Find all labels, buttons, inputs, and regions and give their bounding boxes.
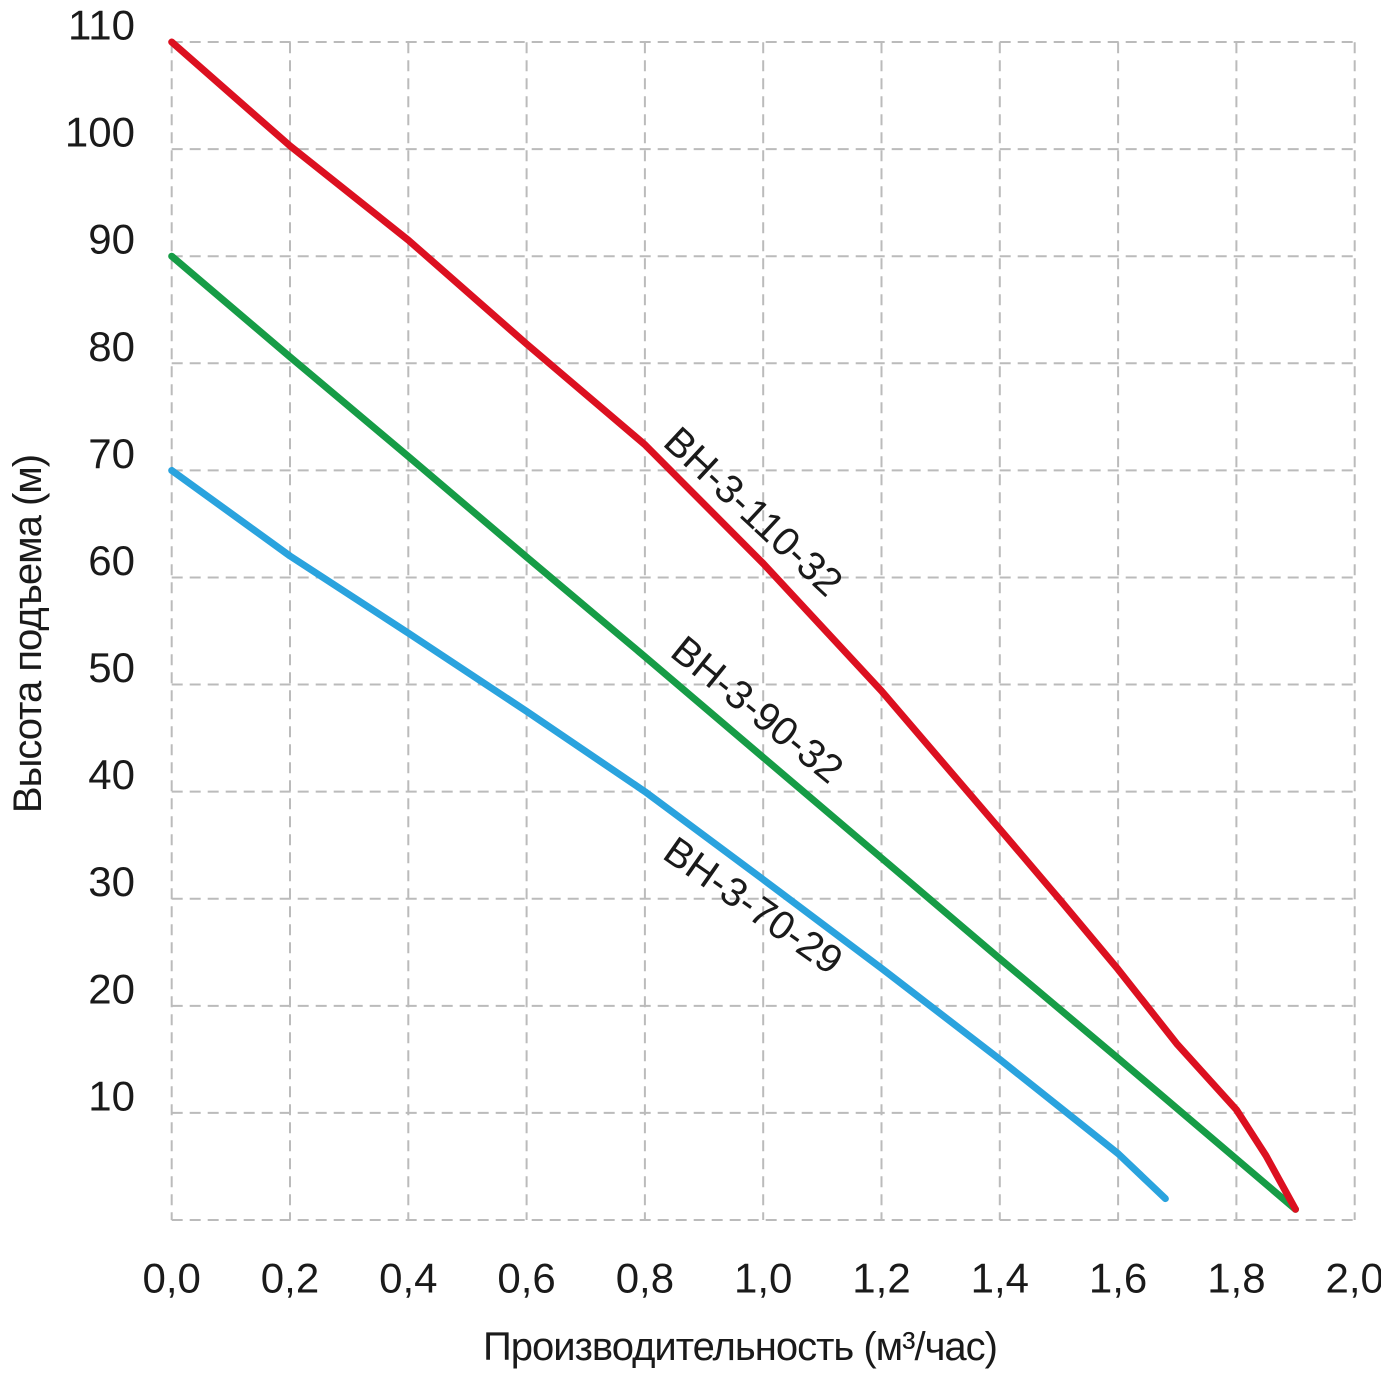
y-tick-label: 50 bbox=[88, 644, 135, 691]
y-tick-label: 110 bbox=[68, 2, 135, 49]
x-axis-title: Производительность (м³/час) bbox=[483, 1325, 997, 1369]
x-tick-label: 0,4 bbox=[379, 1255, 437, 1302]
x-tick-label: 0,0 bbox=[143, 1255, 201, 1302]
x-tick-label: 0,8 bbox=[616, 1255, 674, 1302]
curve-label: ВН-3-70-29 bbox=[656, 829, 851, 984]
pump-curve bbox=[168, 466, 1169, 1203]
pump-curve bbox=[168, 252, 1299, 1213]
y-tick-label: 30 bbox=[88, 858, 135, 905]
y-tick-label: 70 bbox=[88, 430, 135, 477]
x-tick-label: 1,2 bbox=[852, 1255, 910, 1302]
x-tick-label: 0,2 bbox=[261, 1255, 319, 1302]
x-axis-tick-labels: 0,0 0,2 0,4 0,6 0,8 1,0 1,2 1,4 1,6 1,8 2,0 bbox=[143, 1255, 1381, 1302]
x-tick-label: 2,0 bbox=[1326, 1255, 1381, 1302]
pump-curve bbox=[168, 38, 1299, 1213]
x-tick-label: 1,0 bbox=[734, 1255, 792, 1302]
y-tick-label: 20 bbox=[88, 965, 135, 1012]
curve-label: ВН-3-90-32 bbox=[663, 628, 851, 792]
y-axis-title: Высота подъема (м) bbox=[6, 455, 50, 813]
y-tick-label: 100 bbox=[65, 109, 135, 156]
x-tick-label: 1,6 bbox=[1089, 1255, 1147, 1302]
y-tick-label: 60 bbox=[88, 537, 135, 584]
gridlines bbox=[170, 41, 1356, 1221]
x-tick-label: 0,6 bbox=[497, 1255, 555, 1302]
x-tick-label: 1,8 bbox=[1207, 1255, 1265, 1302]
x-tick-label: 1,4 bbox=[971, 1255, 1029, 1302]
y-tick-label: 10 bbox=[88, 1072, 135, 1119]
y-axis-tick-labels: 10 20 30 40 50 60 70 80 90 100 110 bbox=[65, 2, 135, 1120]
pump-curves bbox=[168, 38, 1299, 1213]
y-tick-label: 40 bbox=[88, 751, 135, 798]
y-tick-label: 90 bbox=[88, 216, 135, 263]
y-tick-label: 80 bbox=[88, 323, 135, 370]
